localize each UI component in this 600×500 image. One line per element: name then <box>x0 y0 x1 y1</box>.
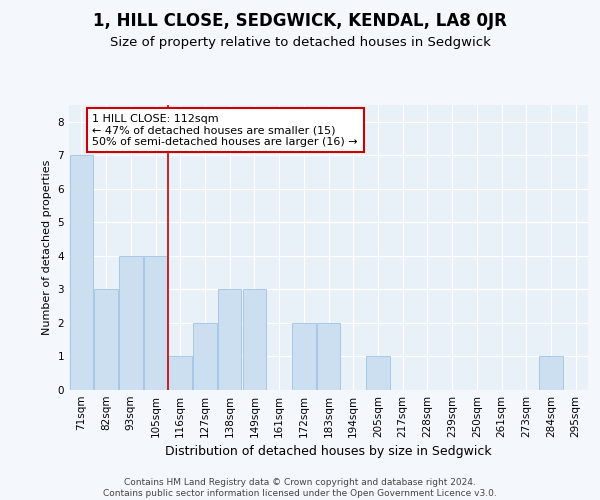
Bar <box>218 290 241 390</box>
Bar <box>169 356 192 390</box>
Bar <box>292 323 316 390</box>
Text: Contains HM Land Registry data © Crown copyright and database right 2024.
Contai: Contains HM Land Registry data © Crown c… <box>103 478 497 498</box>
Bar <box>193 323 217 390</box>
Bar <box>242 290 266 390</box>
Text: 1, HILL CLOSE, SEDGWICK, KENDAL, LA8 0JR: 1, HILL CLOSE, SEDGWICK, KENDAL, LA8 0JR <box>93 12 507 30</box>
Text: 1 HILL CLOSE: 112sqm
← 47% of detached houses are smaller (15)
50% of semi-detac: 1 HILL CLOSE: 112sqm ← 47% of detached h… <box>92 114 358 147</box>
Text: Size of property relative to detached houses in Sedgwick: Size of property relative to detached ho… <box>110 36 490 49</box>
Bar <box>119 256 143 390</box>
Bar <box>94 290 118 390</box>
Bar <box>539 356 563 390</box>
Bar <box>366 356 389 390</box>
Bar <box>317 323 340 390</box>
X-axis label: Distribution of detached houses by size in Sedgwick: Distribution of detached houses by size … <box>165 446 492 458</box>
Y-axis label: Number of detached properties: Number of detached properties <box>42 160 52 335</box>
Bar <box>144 256 167 390</box>
Bar <box>70 156 93 390</box>
